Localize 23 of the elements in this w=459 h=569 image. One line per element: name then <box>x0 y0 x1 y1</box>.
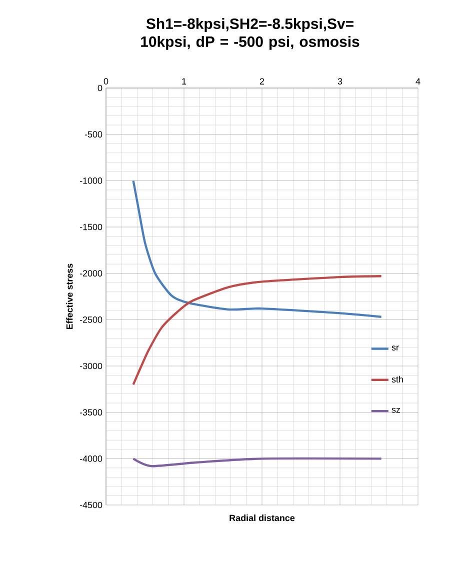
x-tick-label: 3 <box>338 78 342 84</box>
y-tick-label: 0 <box>98 84 102 92</box>
y-tick-label: -3500 <box>80 409 102 416</box>
x-axis-title: Radial distance <box>230 514 295 522</box>
legend-label: sz <box>392 408 400 413</box>
y-tick-label: -500 <box>84 131 102 138</box>
y-tick-label: -4000 <box>80 455 102 462</box>
x-tick-label: 2 <box>260 78 264 84</box>
legend-label: sth <box>392 376 403 382</box>
y-tick-label: -2500 <box>80 316 102 323</box>
x-tick-label: 0 <box>104 78 108 84</box>
y-tick-label: -3000 <box>80 362 102 370</box>
chart-title: Sh1=-8kpsi,SH2=-8.5kpsi,Sv= 10kpsi, dP = -500 psi, osmosis <box>141 18 360 50</box>
line-series <box>132 275 382 386</box>
y-tick-label: -1500 <box>80 224 102 230</box>
y-tick-label: -1000 <box>80 177 102 184</box>
legend-label: sr <box>392 346 399 351</box>
x-tick-label: 4 <box>416 78 420 84</box>
y-tick-label: -4500 <box>80 502 102 508</box>
y-tick-label: -2000 <box>80 270 102 277</box>
y-axis-title: Effective stress <box>66 264 73 330</box>
line-series <box>132 180 382 318</box>
x-tick-label: 1 <box>182 78 186 84</box>
